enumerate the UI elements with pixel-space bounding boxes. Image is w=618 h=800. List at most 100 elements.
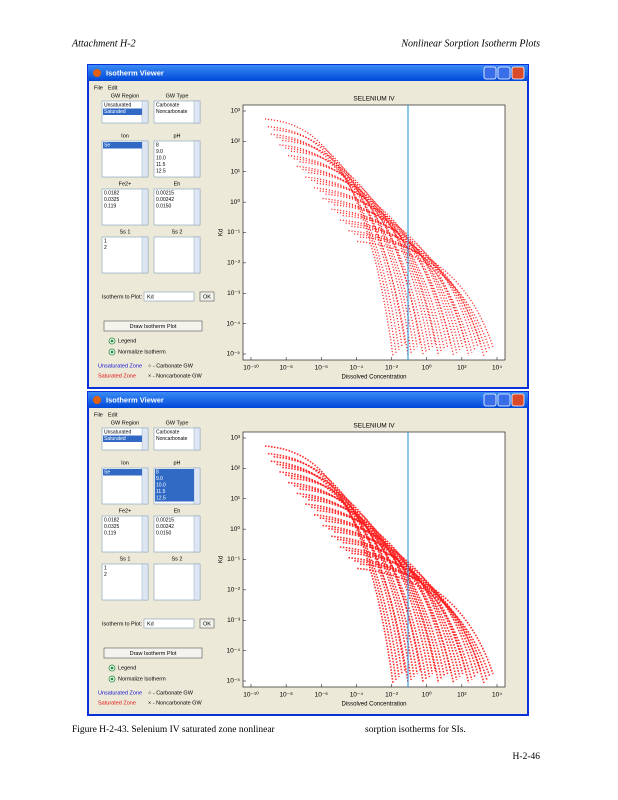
list-item[interactable]: Noncarbonate — [156, 109, 188, 115]
list-item[interactable]: Saturated — [104, 109, 126, 115]
x-tick-label: 10⁰ — [422, 691, 432, 699]
list-item[interactable]: 12.5 — [156, 495, 166, 501]
dropdown[interactable] — [143, 618, 195, 629]
list-box[interactable] — [153, 188, 201, 226]
minimize-button[interactable] — [483, 66, 497, 80]
ok-button[interactable] — [199, 291, 215, 302]
list-item[interactable]: 2 — [104, 572, 107, 578]
radio-label[interactable]: Normalize Isotherm — [118, 349, 166, 355]
list-label: GW Region — [111, 420, 139, 426]
page-number: H-2-46 — [513, 752, 541, 762]
y-tick-label: 10⁻² — [227, 260, 241, 267]
radio-dot — [110, 350, 114, 354]
y-axis-label: Kd — [219, 556, 225, 563]
selection-highlight — [103, 142, 142, 149]
scatter-band — [276, 463, 406, 672]
close-button[interactable] — [511, 393, 525, 407]
scrollbar — [193, 100, 201, 124]
list-item[interactable]: 0.119 — [104, 530, 116, 536]
list-box[interactable] — [153, 140, 201, 178]
list-label: Fe2+ — [119, 508, 132, 514]
list-box[interactable] — [101, 563, 149, 601]
radio-label[interactable]: Normalize Isotherm — [118, 676, 166, 682]
scatter-band — [279, 471, 409, 684]
x-tick-label: 10⁻⁴ — [350, 365, 364, 372]
menu-item[interactable]: Edit — [108, 412, 118, 418]
list-label: pH — [173, 133, 180, 139]
list-label: Eh — [174, 508, 181, 514]
list-item[interactable]: 0.0150 — [156, 530, 172, 536]
menu-item[interactable]: Edit — [108, 85, 118, 91]
menu-item[interactable]: File — [94, 85, 103, 91]
list-item[interactable]: 0.119 — [104, 203, 116, 209]
list-item[interactable]: 2 — [104, 245, 107, 251]
list-item[interactable]: 10.0 — [156, 482, 166, 488]
list-item[interactable]: 9.0 — [156, 476, 163, 482]
scrollbar — [193, 188, 201, 226]
isotherm-scatter-art — [264, 445, 494, 684]
list-item[interactable]: Unsaturated — [104, 102, 131, 108]
list-box[interactable] — [153, 515, 201, 553]
draw-button[interactable] — [103, 647, 203, 659]
scatter-band — [331, 535, 464, 675]
radio-dot — [110, 677, 114, 681]
list-item[interactable]: 1 — [104, 565, 107, 571]
draw-button-label: Draw Isotherm Plot — [130, 651, 177, 657]
app-icon — [93, 396, 101, 404]
list-item[interactable]: 12.5 — [156, 168, 166, 174]
maximize-button[interactable] — [497, 393, 511, 407]
list-box[interactable] — [153, 236, 201, 274]
list-item[interactable]: 0.00215 — [156, 190, 174, 196]
list-label: pH — [173, 460, 180, 466]
list-item[interactable]: Se — [104, 142, 110, 148]
maximize-button[interactable] — [497, 66, 511, 80]
dropdown[interactable] — [143, 291, 195, 302]
list-item[interactable]: Unsaturated — [104, 429, 131, 435]
scatter-band — [322, 197, 455, 357]
minimize-button[interactable] — [483, 393, 497, 407]
close-button[interactable] — [511, 66, 525, 80]
legend-saturated: Saturated Zone — [98, 373, 136, 379]
scatter-band — [334, 531, 467, 672]
list-box[interactable] — [101, 236, 149, 274]
list-item[interactable]: Noncarbonate — [156, 436, 188, 442]
list-item[interactable]: 0.00242 — [156, 197, 174, 203]
list-box[interactable] — [153, 563, 201, 601]
list-item[interactable]: 0.00215 — [156, 517, 174, 523]
draw-button[interactable] — [103, 320, 203, 332]
list-item[interactable]: Carbonate — [156, 429, 180, 435]
list-item[interactable]: 0.0325 — [104, 197, 120, 203]
selection-highlight — [155, 495, 194, 502]
list-item[interactable]: 0.0150 — [156, 203, 172, 209]
scatter-band — [354, 233, 488, 354]
y-axis-label: Kd — [219, 229, 225, 236]
list-box[interactable] — [101, 188, 149, 226]
legend-carbonate: ○ - Carbonate GW — [148, 690, 194, 696]
list-item[interactable]: Se — [104, 469, 110, 475]
scatter-band — [276, 136, 406, 345]
list-item[interactable]: 8 — [156, 142, 159, 148]
scatter-band — [322, 524, 455, 684]
y-tick-label: 10³ — [231, 108, 241, 115]
list-item[interactable]: 9.0 — [156, 149, 163, 155]
list-item[interactable]: 8 — [156, 469, 159, 475]
legend-unsaturated: Unsaturated Zone — [98, 690, 142, 696]
list-item[interactable]: Saturated — [104, 436, 126, 442]
list-item[interactable]: 1 — [104, 238, 107, 244]
list-item[interactable]: 0.0182 — [104, 190, 120, 196]
list-item[interactable]: 0.0182 — [104, 517, 120, 523]
ok-button[interactable] — [199, 618, 215, 629]
list-item[interactable]: Carbonate — [156, 102, 180, 108]
scrollbar — [141, 100, 149, 124]
figure-caption: sorption isotherms for SIs. — [365, 724, 466, 735]
list-item[interactable]: 10.0 — [156, 155, 166, 161]
radio-label[interactable]: Legend — [118, 338, 136, 344]
radio-label[interactable]: Legend — [118, 665, 136, 671]
menu-item[interactable]: File — [94, 412, 103, 418]
list-item[interactable]: 0.0325 — [104, 524, 120, 530]
list-item[interactable]: 0.00242 — [156, 524, 174, 530]
list-item[interactable]: 11.5 — [156, 162, 166, 168]
list-item[interactable]: 11.5 — [156, 489, 166, 495]
scatter-band — [339, 219, 473, 354]
list-label: Ss 2 — [171, 556, 182, 562]
